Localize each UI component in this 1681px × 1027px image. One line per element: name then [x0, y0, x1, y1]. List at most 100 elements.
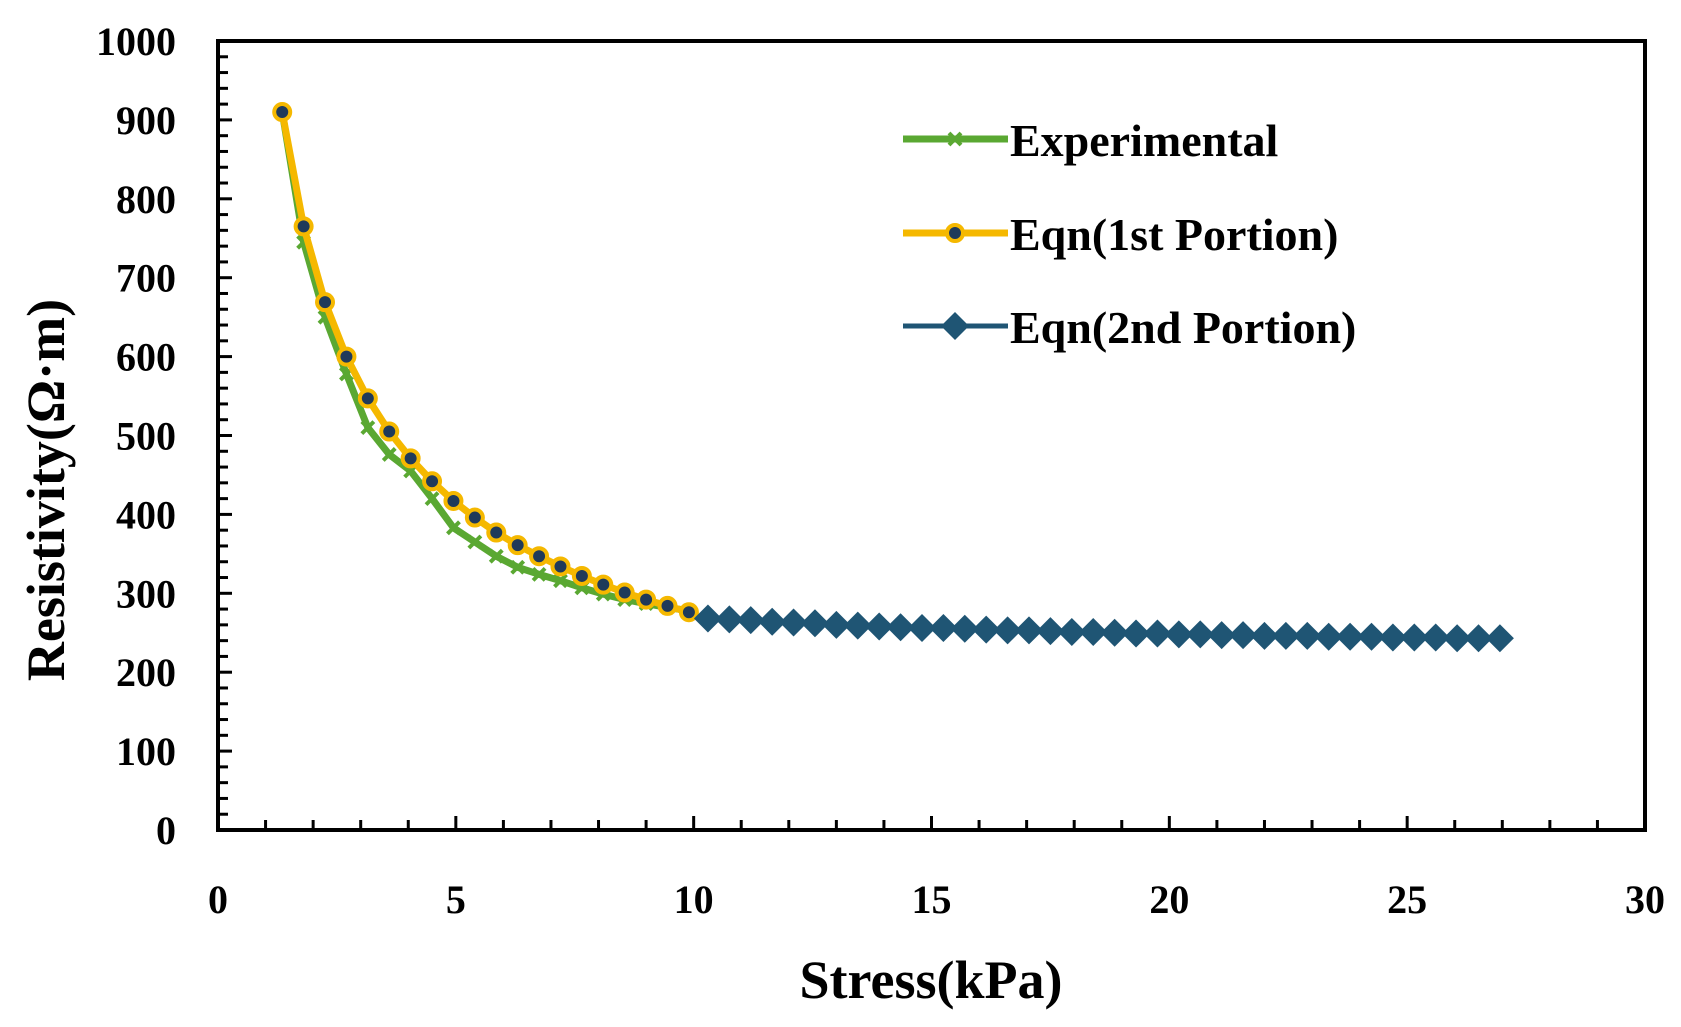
y-tick-label: 800: [116, 177, 176, 222]
data-point-eqn-2nd: [865, 612, 894, 641]
plot-frame: [216, 39, 1647, 832]
data-point-eqn-2nd: [1057, 617, 1086, 646]
data-point-experimental: [510, 559, 526, 575]
data-point-eqn-1st: [315, 292, 336, 313]
x-tick-label: 0: [208, 877, 228, 922]
data-point-eqn-1st: [400, 448, 421, 469]
y-tick-label: 600: [116, 335, 176, 380]
data-point-eqn-2nd: [993, 616, 1022, 645]
data-point-eqn-1st: [486, 522, 507, 543]
data-point-eqn-2nd: [1485, 624, 1514, 653]
y-tick-label: 1000: [96, 19, 176, 64]
data-point-eqn-1st: [293, 216, 314, 237]
legend-marker-experimental: [947, 131, 963, 147]
y-tick-label: 100: [116, 729, 176, 774]
data-point-eqn-1st: [336, 346, 357, 367]
legend-marker-eqn-2nd: [941, 312, 969, 340]
data-point-eqn-2nd: [1421, 623, 1450, 652]
data-point-eqn-2nd: [1207, 621, 1236, 650]
series-layer: [272, 102, 1514, 653]
legend-entry-eqn-2nd: Eqn(2nd Portion): [903, 302, 1356, 353]
x-axis-title: Stress(kPa): [800, 950, 1063, 1010]
data-point-eqn-2nd: [1443, 624, 1472, 653]
data-point-eqn-1st: [422, 471, 443, 492]
data-point-experimental: [467, 534, 483, 550]
x-tick-label: 5: [446, 877, 466, 922]
y-tick-label: 300: [116, 571, 176, 616]
data-point-eqn-1st: [443, 490, 464, 511]
data-point-eqn-2nd: [1186, 620, 1215, 649]
data-point-eqn-2nd: [929, 614, 958, 643]
data-point-eqn-2nd: [907, 614, 936, 643]
data-point-eqn-1st: [379, 421, 400, 442]
x-tick-label: 30: [1625, 877, 1665, 922]
data-point-eqn-2nd: [779, 608, 808, 637]
data-point-experimental: [446, 520, 461, 536]
x-tick-label: 10: [674, 877, 714, 922]
data-point-experimental: [360, 420, 376, 436]
data-point-eqn-2nd: [1464, 624, 1493, 653]
data-point-eqn-2nd: [758, 607, 787, 636]
data-point-eqn-1st: [272, 102, 293, 123]
legend-label-eqn-1st: Eqn(1st Portion): [1010, 209, 1338, 260]
data-point-eqn-2nd: [1314, 622, 1343, 651]
data-point-eqn-2nd: [1143, 619, 1172, 648]
data-point-eqn-1st: [678, 602, 699, 623]
x-tick-label: 25: [1387, 877, 1427, 922]
data-point-eqn-2nd: [1271, 621, 1300, 650]
data-point-eqn-1st: [550, 556, 571, 577]
data-point-eqn-2nd: [693, 604, 722, 633]
data-point-eqn-2nd: [1229, 621, 1258, 650]
legend: Experimental Eqn(1st Portion) Eqn(2nd Po…: [903, 115, 1356, 353]
data-point-eqn-2nd: [1100, 618, 1129, 647]
legend-marker-eqn-1st: [945, 223, 965, 243]
legend-label-eqn-2nd: Eqn(2nd Portion): [1010, 302, 1356, 353]
data-point-eqn-2nd: [1357, 622, 1386, 651]
data-point-eqn-1st: [636, 589, 657, 610]
y-tick-labels: 0 100 200 300 400 500 600 700 800 900 1000: [96, 19, 176, 853]
data-point-eqn-2nd: [822, 610, 851, 639]
data-point-eqn-2nd: [1378, 623, 1407, 652]
x-tick-label: 20: [1149, 877, 1189, 922]
data-point-eqn-1st: [593, 574, 614, 595]
data-point-eqn-1st: [529, 546, 550, 567]
data-point-eqn-2nd: [1015, 616, 1044, 645]
data-point-eqn-2nd: [1293, 621, 1322, 650]
legend-label-experimental: Experimental: [1010, 115, 1278, 166]
series-diamond: [693, 604, 1514, 653]
data-point-experimental: [424, 491, 440, 507]
data-point-eqn-2nd: [736, 606, 765, 635]
data-point-eqn-1st: [464, 507, 485, 528]
data-point-eqn-2nd: [950, 614, 979, 643]
x-tick-labels: 0 5 10 15 20 25 30: [208, 877, 1665, 922]
data-point-eqn-2nd: [800, 609, 829, 638]
data-point-eqn-2nd: [1164, 620, 1193, 649]
y-tick-label: 200: [116, 650, 176, 695]
data-point-experimental: [553, 573, 568, 589]
data-point-experimental: [531, 566, 547, 582]
y-tick-label: 400: [116, 492, 176, 537]
data-point-eqn-2nd: [886, 613, 915, 642]
data-point-eqn-2nd: [1336, 622, 1365, 651]
data-point-eqn-2nd: [715, 605, 744, 634]
data-point-eqn-2nd: [1122, 619, 1151, 648]
data-point-eqn-1st: [657, 595, 678, 616]
data-point-eqn-1st: [507, 535, 528, 556]
series-circle: [272, 102, 699, 623]
data-point-experimental: [381, 447, 397, 462]
data-point-eqn-2nd: [843, 611, 872, 640]
data-point-eqn-2nd: [1079, 617, 1108, 646]
x-tick-label: 15: [912, 877, 952, 922]
legend-entry-experimental: Experimental: [903, 115, 1278, 166]
y-tick-label: 900: [116, 98, 176, 143]
data-point-eqn-2nd: [1036, 617, 1065, 646]
data-point-eqn-1st: [614, 582, 635, 603]
data-point-eqn-2nd: [1400, 623, 1429, 652]
axis-ticks: [218, 55, 1599, 830]
y-tick-label: 700: [116, 256, 176, 301]
y-tick-label: 0: [156, 808, 176, 853]
y-tick-label: 500: [116, 414, 176, 459]
data-point-eqn-1st: [357, 388, 378, 409]
data-point-eqn-1st: [571, 565, 592, 586]
